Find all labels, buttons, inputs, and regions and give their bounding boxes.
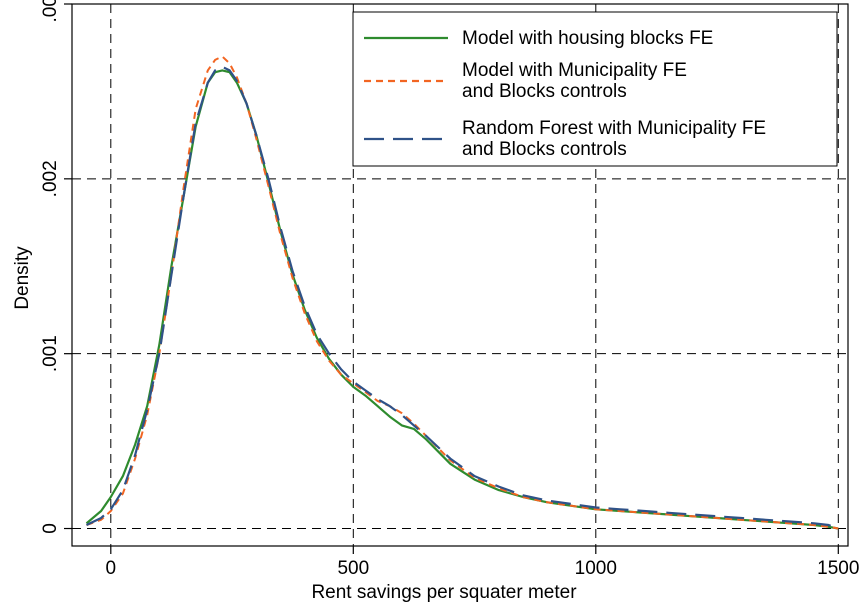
series-layer (85, 55, 839, 530)
legend-label-2: Model with Municipality FE and Blocks con… (462, 60, 687, 102)
legend: Model with housing blocks FE Model with M… (352, 11, 838, 167)
series-line-2 (86, 55, 839, 530)
x-tick-label: 500 (337, 558, 369, 579)
y-tick-label: 0 (40, 523, 61, 534)
x-tick-label: 0 (106, 558, 117, 579)
y-tick-label: .002 (40, 160, 61, 197)
axes: 0 500 1000 1500 0 .001 .002 .003 (40, 0, 859, 579)
x-tick-label: 1000 (575, 558, 617, 579)
y-axis-label: Density (12, 246, 33, 310)
y-tick-label: .003 (40, 0, 61, 22)
legend-label-3: Random Forest with Municipality FE and Bl… (462, 118, 766, 160)
x-tick-label: 1500 (817, 558, 859, 579)
legend-label-1: Model with housing blocks FE (462, 28, 713, 49)
series-line-3 (86, 65, 839, 530)
y-tick-label: .001 (40, 335, 61, 372)
x-axis-label: Rent savings per squater meter (311, 582, 577, 603)
